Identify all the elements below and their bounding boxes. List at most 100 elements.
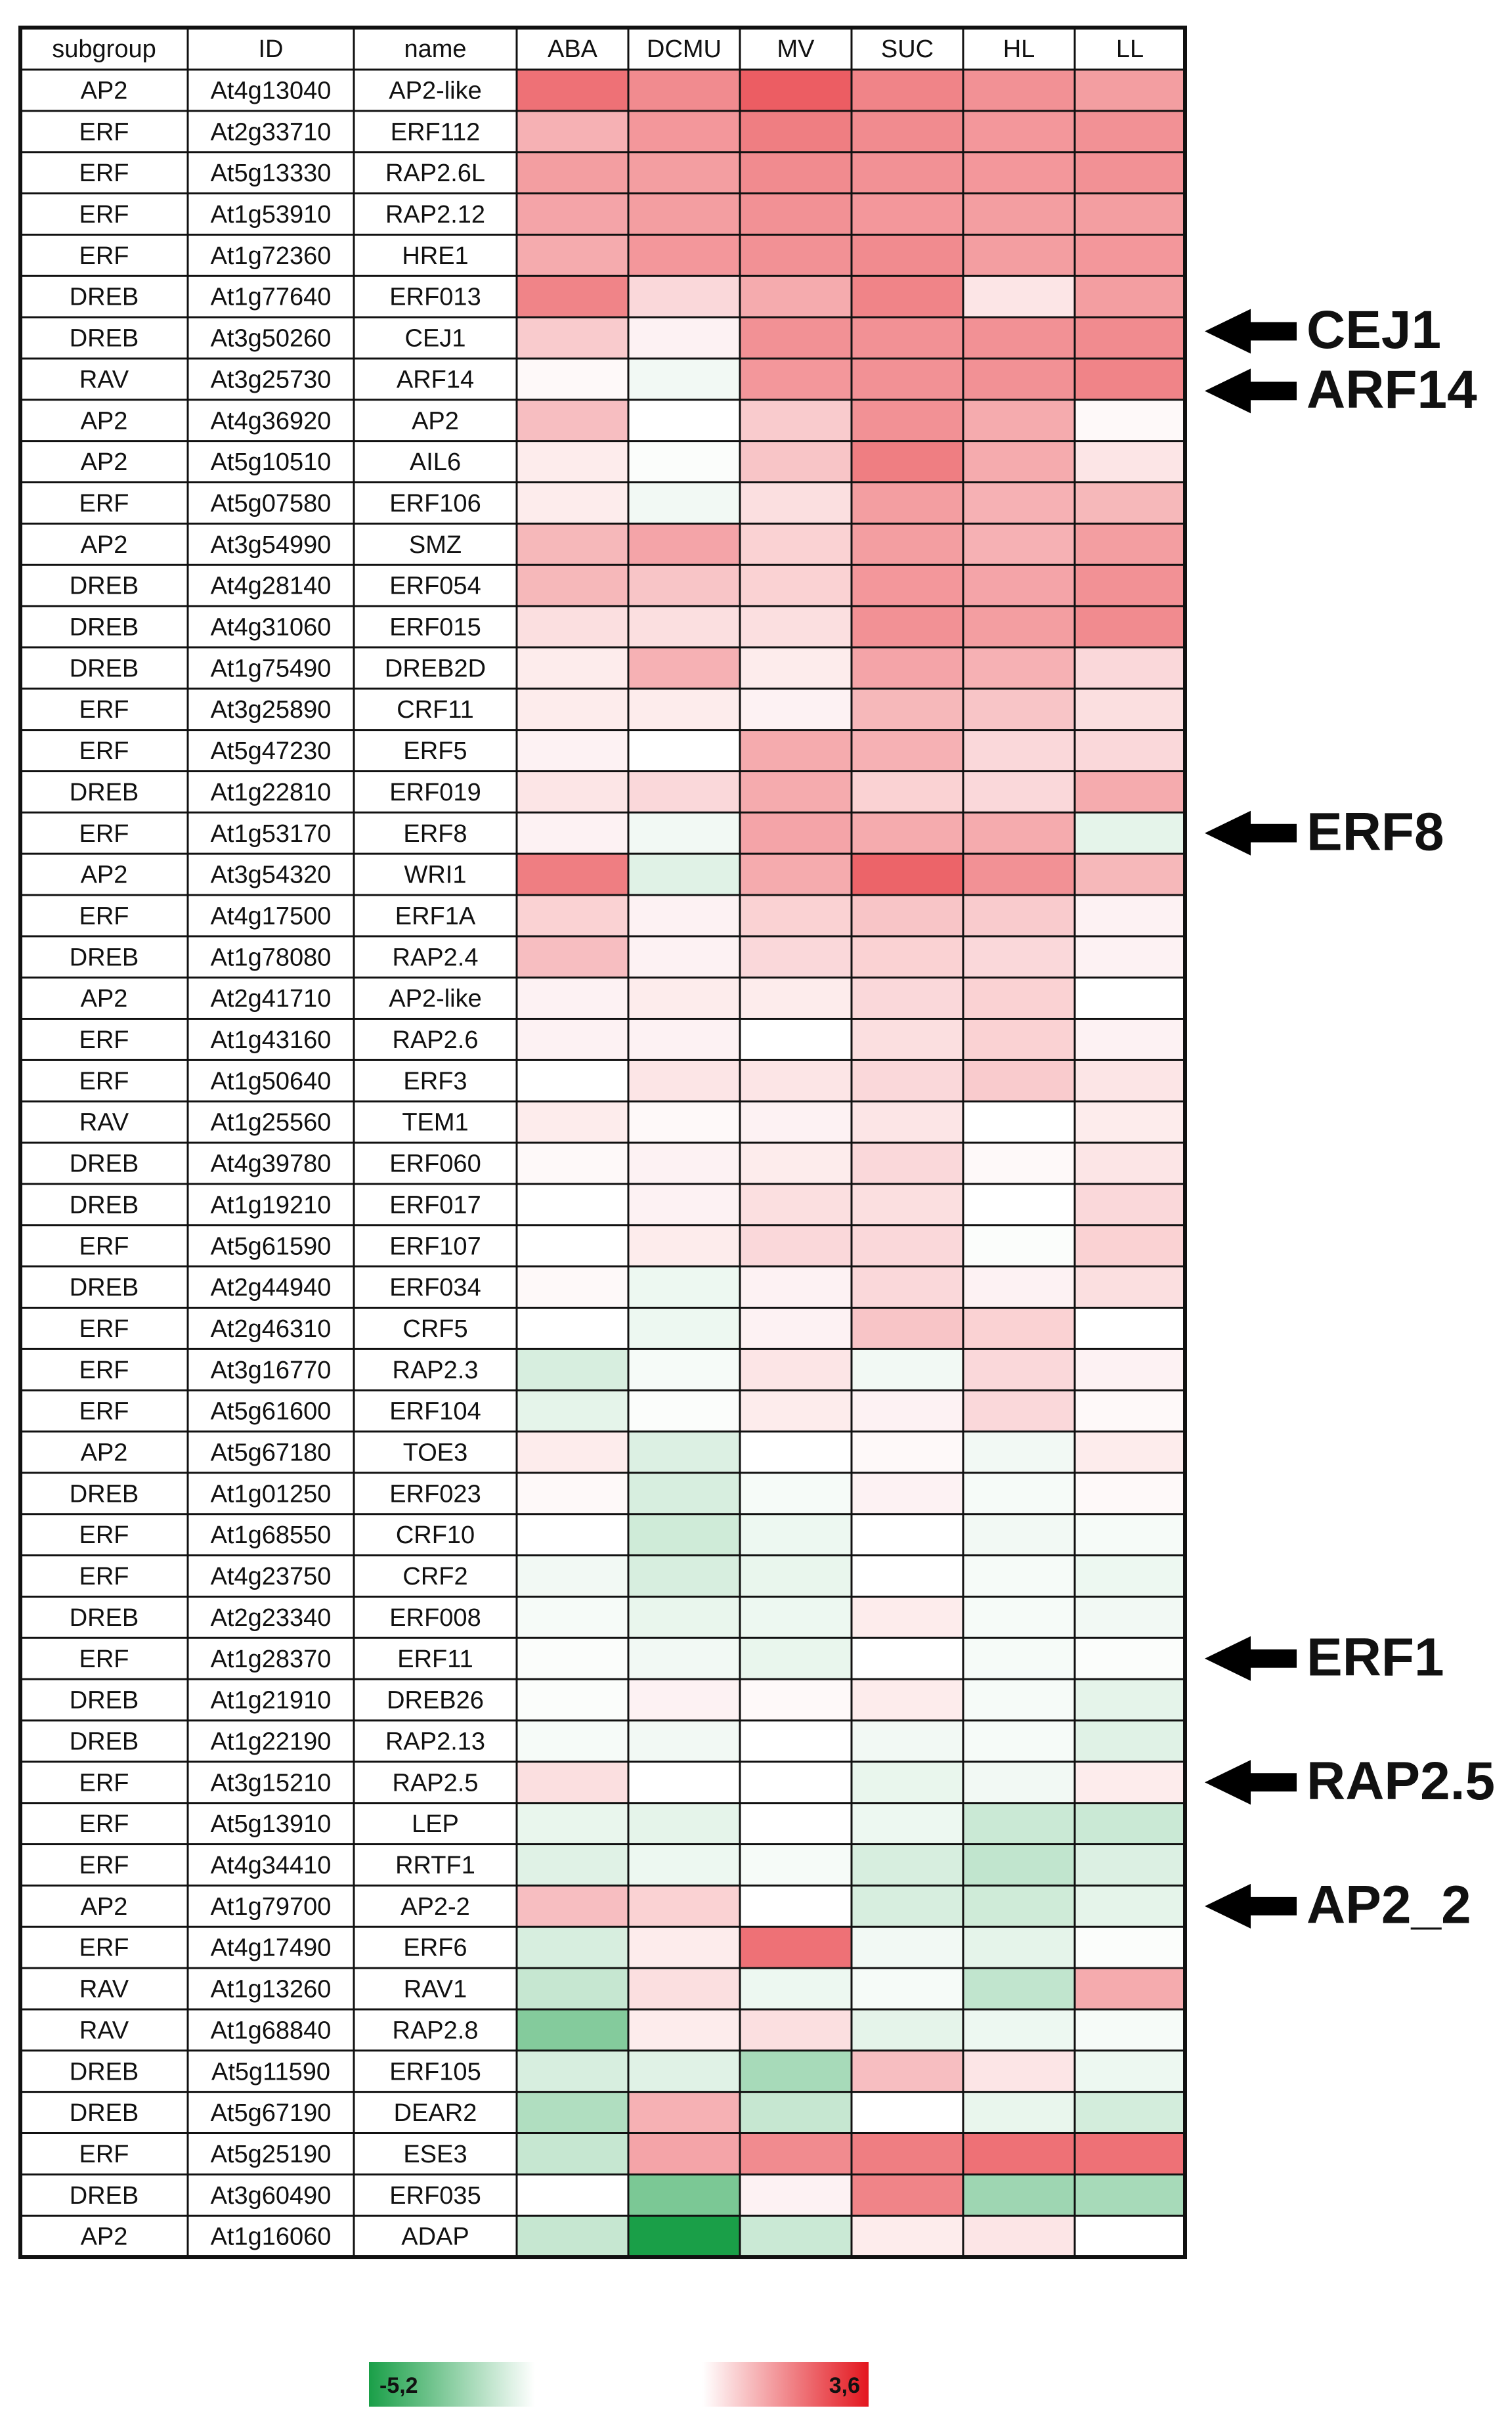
row-label: At2g33710	[211, 118, 332, 146]
row-label: ERF112	[391, 118, 481, 146]
row-label: ERF	[79, 1852, 129, 1879]
heat-cell	[517, 1018, 628, 1060]
heat-cell	[963, 2174, 1075, 2216]
heat-cell	[963, 1514, 1075, 1556]
heat-cell	[852, 1472, 963, 1514]
heat-cell	[517, 2091, 628, 2133]
heat-cell	[852, 771, 963, 813]
heat-cell	[1075, 1927, 1185, 1969]
row-label: At5g47230	[211, 737, 332, 765]
heat-cell	[963, 565, 1075, 607]
heat-cell	[963, 2050, 1075, 2092]
heat-cell	[963, 1555, 1075, 1597]
row-label: ERF023	[389, 1480, 481, 1508]
heat-cell	[740, 854, 852, 895]
colorbar-min-label: -5,2	[379, 2373, 418, 2398]
heat-cell	[963, 399, 1075, 441]
heat-cell	[852, 1060, 963, 1102]
row-label: At1g72360	[211, 242, 332, 270]
heat-cell	[628, 1060, 740, 1102]
row-label: AP2	[81, 407, 128, 435]
row-label: ERF11	[397, 1646, 473, 1673]
heat-cell	[517, 688, 628, 730]
heat-cell	[740, 812, 852, 854]
row-label: DREB	[70, 614, 139, 642]
heat-cell	[1075, 730, 1185, 772]
heat-cell	[740, 1225, 852, 1267]
heat-cell	[740, 1514, 852, 1556]
heat-cell	[628, 1638, 740, 1680]
heat-cell	[740, 1390, 852, 1432]
heat-cell	[628, 1927, 740, 1969]
heat-cell	[1075, 1060, 1185, 1102]
heat-cell	[628, 152, 740, 194]
row-label: DREB	[70, 779, 139, 806]
heat-cell	[517, 1432, 628, 1473]
heat-cell	[628, 854, 740, 895]
row-label: At1g53170	[211, 820, 332, 848]
heat-cell	[628, 1183, 740, 1225]
heat-cell	[517, 2009, 628, 2051]
heat-cell	[963, 193, 1075, 235]
heat-cell	[963, 70, 1075, 111]
row-label: ESE3	[403, 2141, 467, 2168]
heat-cell	[852, 1514, 963, 1556]
column-header: ID	[259, 35, 284, 63]
row-label: CRF2	[402, 1563, 467, 1590]
heat-cell	[517, 1390, 628, 1432]
row-label: ADAP	[401, 2223, 469, 2251]
row-label: ERF1A	[395, 902, 476, 930]
heat-cell	[1075, 1349, 1185, 1391]
row-label: WRI1	[404, 862, 467, 889]
heat-cell	[963, 276, 1075, 318]
heat-cell	[963, 1968, 1075, 2009]
row-label: At3g25890	[211, 696, 332, 724]
heat-cell	[740, 152, 852, 194]
row-label: ERF035	[389, 2182, 481, 2210]
row-label: ERF	[79, 1810, 129, 1838]
heat-cell	[517, 1514, 628, 1556]
row-label: ERF104	[389, 1398, 481, 1426]
heat-cell	[628, 1472, 740, 1514]
row-label: At2g23340	[211, 1604, 332, 1632]
heat-cell	[517, 1844, 628, 1886]
heat-cell	[852, 977, 963, 1019]
row-label: ERF013	[389, 284, 481, 311]
heat-cell	[740, 1101, 852, 1143]
heat-cell	[1075, 1514, 1185, 1556]
heat-cell	[852, 2174, 963, 2216]
heat-cell	[963, 1307, 1075, 1349]
heat-cell	[628, 1432, 740, 1473]
heat-cell	[963, 1390, 1075, 1432]
heat-cell	[628, 1803, 740, 1845]
row-label: AP2	[81, 448, 128, 476]
heat-cell	[628, 1885, 740, 1927]
row-label: At2g41710	[211, 985, 332, 1013]
heat-cell	[963, 1803, 1075, 1845]
row-label: At1g25560	[211, 1109, 332, 1137]
column-header: MV	[777, 35, 815, 63]
heat-cell	[1075, 1596, 1185, 1638]
heat-cell	[740, 2133, 852, 2175]
heat-cell	[628, 358, 740, 400]
heat-cell	[517, 2050, 628, 2092]
row-label: At1g68840	[211, 2017, 332, 2044]
heat-cell	[963, 152, 1075, 194]
row-label: ERF	[79, 490, 129, 517]
heat-cell	[852, 1761, 963, 1803]
heat-cell	[740, 2050, 852, 2092]
heat-cell	[740, 1060, 852, 1102]
heat-cell	[628, 1720, 740, 1762]
row-label: AP2-like	[389, 77, 482, 104]
heat-cell	[1075, 523, 1185, 565]
row-label: AP2	[81, 862, 128, 889]
row-label: At1g78080	[211, 944, 332, 971]
row-label: DREB	[70, 1480, 139, 1508]
row-label: ERF008	[389, 1604, 481, 1632]
heat-cell	[852, 2050, 963, 2092]
heat-cell	[963, 1927, 1075, 1969]
heat-cell	[963, 1885, 1075, 1927]
heat-cell	[1075, 110, 1185, 152]
row-label: AP2	[81, 1439, 128, 1467]
row-label: ERF	[79, 1935, 129, 1962]
